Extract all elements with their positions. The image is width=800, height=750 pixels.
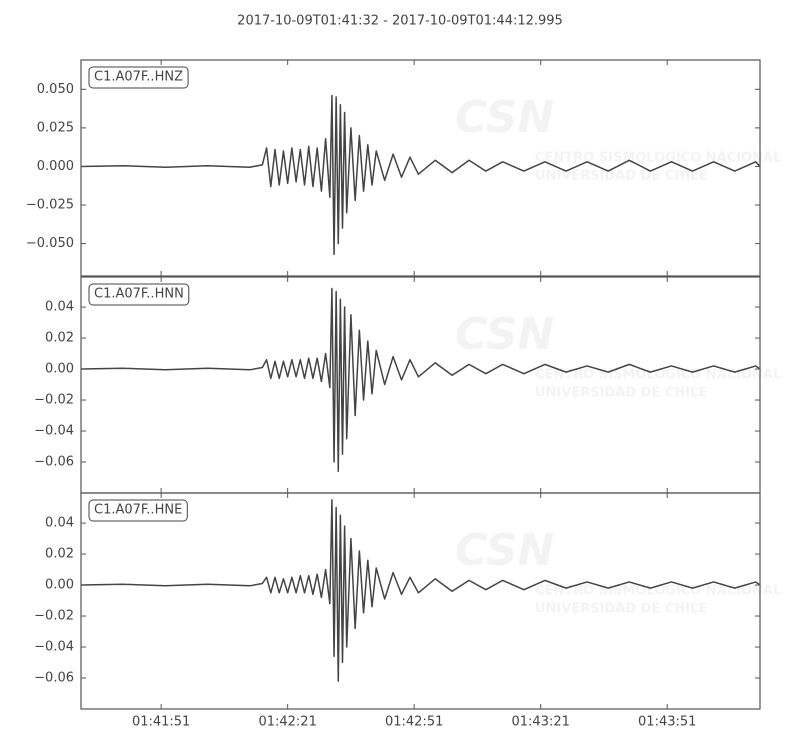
y-tick-label: −0.050 — [26, 236, 74, 251]
waveform — [81, 499, 760, 682]
watermark-logo: CSN — [455, 309, 554, 360]
chart-title: 2017-10-09T01:41:32 - 2017-10-09T01:44:1… — [237, 14, 563, 29]
watermark-line: UNIVERSIDAD DE CHILE — [535, 386, 707, 401]
legend-label: C1.A07F..HNZ — [94, 70, 183, 85]
x-tick-label: 01:41:51 — [132, 715, 190, 730]
y-tick-label: 0.050 — [37, 82, 74, 97]
watermark-logo: CSN — [455, 92, 554, 143]
watermark-line: UNIVERSIDAD DE CHILE — [535, 169, 707, 184]
watermark-line: CENTRO SISMOLOGICO NACIONAL — [535, 584, 781, 599]
y-tick-label: −0.02 — [34, 609, 74, 624]
legend-box — [88, 499, 188, 522]
x-tick-label: 01:43:51 — [638, 715, 696, 730]
y-tick-label: 0.00 — [45, 578, 74, 593]
axes-frame — [80, 59, 761, 277]
y-tick-label: −0.04 — [34, 640, 74, 655]
y-tick-label: 0.025 — [37, 120, 74, 135]
y-tick-label: 0.000 — [37, 159, 74, 174]
x-tick-label: 01:42:21 — [258, 715, 316, 730]
watermark-line: UNIVERSIDAD DE CHILE — [535, 602, 707, 617]
axes-frame — [80, 492, 761, 710]
y-tick-label: −0.06 — [34, 671, 74, 686]
waveform — [81, 94, 760, 256]
y-tick-label: 0.00 — [45, 362, 74, 377]
y-tick-label: 0.02 — [45, 331, 74, 346]
waveform — [81, 287, 760, 473]
legend-box — [88, 66, 189, 89]
watermark-line: CENTRO SISMOLOGICO NACIONAL — [535, 151, 781, 166]
legend-box — [88, 283, 190, 306]
y-tick-label: −0.04 — [34, 424, 74, 439]
legend-label: C1.A07F..HNE — [94, 503, 182, 518]
watermark-line: CENTRO SISMOLOGICO NACIONAL — [535, 368, 781, 383]
y-tick-label: 0.04 — [45, 516, 74, 531]
y-tick-label: 0.04 — [45, 300, 74, 315]
watermark-logo: CSN — [455, 525, 554, 576]
legend-label: C1.A07F..HNN — [94, 287, 184, 302]
x-tick-label: 01:43:21 — [512, 715, 570, 730]
x-tick-label: 01:42:51 — [385, 715, 443, 730]
y-tick-label: −0.06 — [34, 455, 74, 470]
y-tick-label: −0.02 — [34, 393, 74, 408]
y-tick-label: 0.02 — [45, 547, 74, 562]
y-tick-label: −0.025 — [26, 198, 74, 213]
